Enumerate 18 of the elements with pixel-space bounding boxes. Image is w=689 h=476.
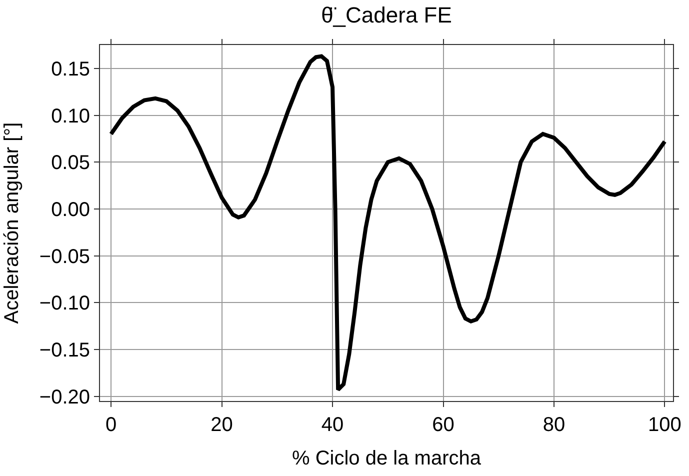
y-tick-label: 0.10 — [51, 105, 90, 128]
x-tick-label: 60 — [432, 414, 454, 436]
y-axis-title: Aceleración angular [°] — [0, 122, 23, 324]
x-tick-label: 80 — [542, 414, 566, 436]
x-tick-label: 100 — [648, 414, 682, 436]
y-tick-label: 0.15 — [51, 58, 90, 80]
x-tick-label: 0 — [106, 414, 117, 436]
y-tick-label: −0.05 — [39, 246, 90, 268]
line-series — [109, 54, 667, 392]
x-tick-label: 20 — [210, 414, 233, 436]
x-tick-label: 40 — [321, 414, 344, 436]
y-tick-label: −0.10 — [39, 292, 90, 315]
chart-title: θ̈_Cadera FE — [321, 2, 452, 28]
y-tick-label: −0.15 — [39, 339, 90, 362]
y-tick-label: 0.00 — [51, 198, 90, 221]
x-axis-title: % Ciclo de la marcha — [292, 448, 482, 470]
y-tick-label: −0.20 — [39, 386, 90, 408]
y-tick-label: 0.05 — [51, 152, 90, 174]
